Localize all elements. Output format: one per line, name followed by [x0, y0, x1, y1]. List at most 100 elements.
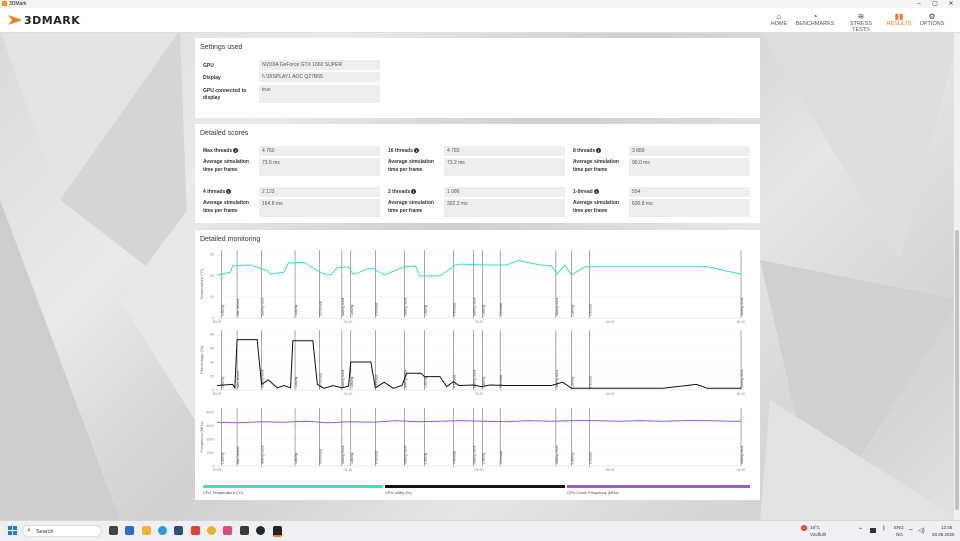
- app-header: 3DMARK ⌂ HOME ◔ BENCHMARKS ≋ STRESS TEST…: [0, 8, 960, 33]
- maximize-button[interactable]: ▢: [932, 1, 938, 7]
- x-tick-label: 06:40: [737, 468, 746, 472]
- language-primary[interactable]: ENG: [894, 525, 904, 530]
- phase-marker-label: Saving result: [740, 369, 744, 388]
- y-tick-label: 0: [212, 389, 214, 393]
- score-label-max-threads: Max threads i: [203, 147, 239, 155]
- app-icon-dark[interactable]: [240, 526, 249, 535]
- y-tick-label: 1000: [206, 451, 214, 455]
- y-tick-label: 3000: [206, 424, 214, 428]
- x-tick-label: 01:40: [344, 392, 353, 396]
- nav-home[interactable]: ⌂ HOME: [770, 12, 788, 27]
- monitoring-panel: Detailed monitoring Temperature (°C) 60 40…: [195, 230, 760, 500]
- phase-marker-label: 16 threads: [319, 449, 323, 464]
- 3dmark-taskbar-icon[interactable]: [273, 526, 282, 537]
- sim-time-label: Average simulation time per frame: [388, 200, 434, 214]
- phase-marker-label: Loading: [423, 452, 427, 464]
- window-titlebar: 3DMark – ▢ ✕: [0, 0, 960, 8]
- legend-frequency-bar[interactable]: [567, 485, 750, 488]
- sim-time-label: Average simulation time per frame: [573, 200, 619, 214]
- sim-time-value-4-threads: 164.8 ms: [259, 199, 380, 217]
- edge-icon[interactable]: [158, 526, 167, 535]
- windows-start-icon[interactable]: [8, 526, 17, 535]
- logo[interactable]: 3DMARK: [8, 13, 80, 27]
- search-placeholder: Search: [36, 529, 54, 535]
- phase-marker-label: 1 thread: [588, 304, 592, 316]
- legend-utility-label: CPU Utility (%): [385, 490, 412, 495]
- taskbar: ⌕ Search 1 18°C Vindfullt ⌃ ᛒ ENG NO ⌔ ◁…: [0, 520, 960, 541]
- score-label-4-threads: 4 threads i: [203, 188, 232, 196]
- phase-marker-label: 2 threads: [499, 302, 503, 316]
- phase-marker-label: Loading: [481, 452, 485, 464]
- nav-benchmarks-label: BENCHMARKS: [795, 21, 835, 27]
- tray-app-icon[interactable]: [870, 528, 876, 533]
- app-icon: [2, 1, 7, 6]
- settings-gpu-value: NVIDIA GeForce GTX 1660 SUPER: [259, 60, 380, 70]
- info-icon[interactable]: i: [593, 189, 599, 194]
- settings-title: Settings used: [200, 44, 243, 51]
- task-view-icon[interactable]: [109, 526, 118, 535]
- file-explorer-icon[interactable]: [142, 526, 151, 535]
- series-line-utility: [216, 339, 741, 390]
- language-secondary[interactable]: NO: [896, 532, 903, 537]
- phase-marker-label: Loading: [350, 376, 354, 388]
- clock-date[interactable]: 28.08.2025: [932, 532, 955, 537]
- phase-marker-label: Loading: [220, 452, 224, 464]
- phase-marker-label: Loading: [294, 452, 298, 464]
- y-axis-label-utility: Percentage (%): [199, 345, 204, 373]
- nav-options[interactable]: ⚙ OPTIONS: [918, 12, 946, 27]
- x-tick-label: 00:00: [213, 392, 222, 396]
- close-button[interactable]: ✕: [948, 1, 954, 7]
- tray-chevron-icon[interactable]: ⌃: [858, 528, 864, 534]
- y-tick-label: 0: [212, 317, 214, 321]
- phase-marker-label: 16 threads: [319, 373, 323, 388]
- nav-results[interactable]: ▮▮ RESULTS: [886, 12, 912, 27]
- x-tick-label: 01:40: [344, 320, 353, 324]
- y-tick-label: 60: [210, 253, 214, 257]
- phase-marker-label: Saving result: [341, 369, 345, 388]
- minimize-button[interactable]: –: [917, 1, 921, 7]
- score-value-max-threads: 4 760: [259, 146, 380, 156]
- phase-marker-label: Loading: [481, 376, 485, 388]
- phase-marker-label: Loading: [571, 376, 575, 388]
- phase-marker-label: Saving result: [472, 297, 476, 316]
- brave-icon[interactable]: [191, 526, 200, 535]
- y-axis-label-temperature: Temperature (°C): [199, 268, 204, 299]
- info-icon[interactable]: i: [596, 148, 602, 153]
- phase-marker-label: 8 threads: [374, 302, 378, 316]
- phase-marker-label: Saving result: [403, 445, 407, 464]
- scrollbar-thumb[interactable]: [955, 230, 959, 510]
- x-tick-label: 03:20: [475, 392, 484, 396]
- wifi-icon[interactable]: ⌔: [908, 529, 914, 535]
- taskbar-search[interactable]: ⌕ Search: [22, 525, 102, 537]
- info-icon[interactable]: i: [414, 148, 420, 153]
- bluetooth-icon[interactable]: ᛒ: [882, 526, 886, 532]
- phase-marker-label: Loading: [571, 452, 575, 464]
- y-tick-label: 0: [212, 465, 214, 469]
- weather-desc[interactable]: Vindfullt: [810, 532, 826, 537]
- legend-temperature-bar[interactable]: [203, 485, 383, 488]
- steam-icon[interactable]: [256, 526, 265, 535]
- widgets-icon[interactable]: [125, 526, 134, 535]
- weather-temp[interactable]: 18°C: [810, 525, 821, 530]
- bar-chart-icon: ▮▮: [894, 12, 904, 21]
- volume-icon[interactable]: ◁): [918, 528, 925, 534]
- nav-stress-tests[interactable]: ≋ STRESS TESTS: [842, 12, 880, 33]
- score-value-1-thread: 554: [629, 187, 750, 197]
- app-icon-pink[interactable]: [223, 526, 232, 535]
- info-icon[interactable]: i: [226, 189, 232, 194]
- score-value-4-threads: 2 123: [259, 187, 380, 197]
- phase-marker-label: 2 threads: [499, 374, 503, 388]
- info-icon[interactable]: i: [233, 148, 239, 153]
- settings-display-label: Display: [203, 75, 221, 81]
- clock-time[interactable]: 12:45: [941, 525, 953, 530]
- info-icon[interactable]: i: [411, 189, 417, 194]
- chrome-icon[interactable]: [207, 526, 216, 535]
- gear-icon: ⚙: [928, 12, 936, 21]
- series-line-temperature: [216, 259, 742, 277]
- score-value-16-threads: 4 783: [444, 146, 565, 156]
- legend-utility-bar[interactable]: [385, 485, 565, 488]
- nav-benchmarks[interactable]: ◔ BENCHMARKS: [795, 12, 835, 27]
- store-icon[interactable]: [174, 526, 183, 535]
- nav-options-label: OPTIONS: [919, 21, 945, 27]
